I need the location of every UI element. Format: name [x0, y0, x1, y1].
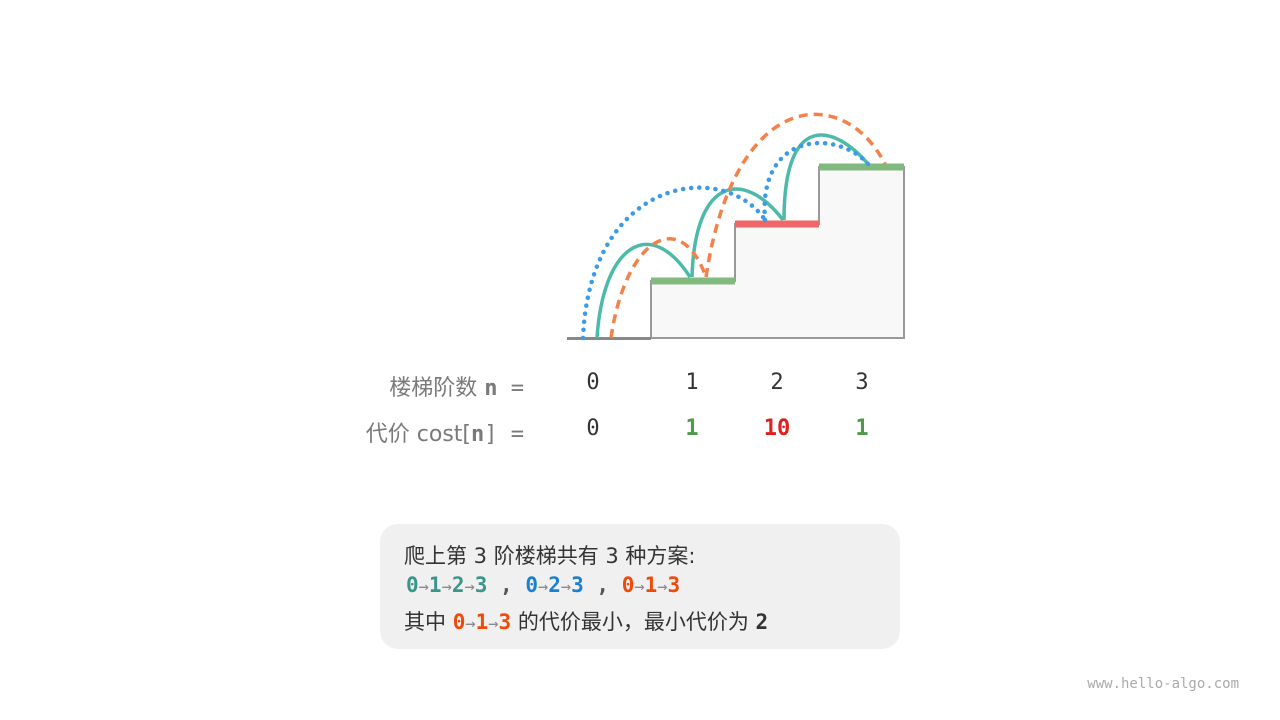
staircase: [650, 166, 905, 339]
best-path: 0→1→3: [453, 610, 511, 634]
arrow-icon: →: [560, 577, 572, 597]
arrow-icon: →: [634, 577, 645, 597]
arrow-icon: →: [464, 577, 475, 597]
path-step: 0: [452, 610, 466, 634]
step-number-label: 楼梯阶数 n =: [389, 376, 524, 401]
step-number: 1: [685, 370, 699, 395]
path-step: 3: [571, 573, 584, 597]
step-cost: 0: [586, 416, 600, 441]
arrow-icon: →: [418, 577, 429, 597]
path-step: 0: [525, 573, 538, 597]
cost-label: 代价 cost[n] =: [365, 422, 524, 447]
arrow-icon: →: [441, 577, 452, 597]
path-step: 1: [475, 610, 489, 634]
arrow-icon: →: [537, 577, 549, 597]
summary-heading: 爬上第 3 阶楼梯共有 3 种方案:: [404, 544, 696, 568]
step-number: 0: [586, 370, 600, 395]
step-cost: 10: [763, 416, 791, 441]
path-step: 3: [474, 573, 488, 597]
separator: ,: [487, 573, 526, 597]
step-number: 3: [855, 370, 869, 395]
step-cost: 1: [685, 416, 699, 441]
arrow-icon: →: [465, 614, 476, 634]
path-step: 3: [667, 573, 681, 597]
summary-box: 爬上第 3 阶楼梯共有 3 种方案: 0→1→2→3 , 0→2→3 , 0→1…: [380, 524, 900, 649]
separator: ,: [583, 573, 622, 597]
arrow-icon: →: [488, 614, 499, 634]
path-step: 0: [621, 573, 635, 597]
summary-paths: 0→1→2→3 , 0→2→3 , 0→1→3: [406, 573, 680, 597]
step-cost: 1: [855, 416, 869, 441]
path-0-2-3: [580, 140, 871, 341]
path-0-1-3: [609, 112, 887, 339]
watermark: www.hello-algo.com: [1087, 676, 1239, 692]
path-step: 1: [428, 573, 442, 597]
min-cost: 2: [755, 610, 769, 634]
summary-conclusion: 其中 0→1→3 的代价最小，最小代价为 2: [404, 610, 769, 634]
path-step: 3: [498, 610, 512, 634]
path-step: 2: [548, 573, 561, 597]
path-step: 2: [451, 573, 465, 597]
path-step: 0: [406, 573, 419, 597]
path-step: 1: [644, 573, 658, 597]
arrow-icon: →: [657, 577, 668, 597]
climb-path: 0→1→2→3: [406, 573, 487, 597]
step-number: 2: [770, 370, 784, 395]
climb-path: 0→1→3: [622, 573, 680, 597]
climb-path: 0→2→3: [525, 573, 583, 597]
